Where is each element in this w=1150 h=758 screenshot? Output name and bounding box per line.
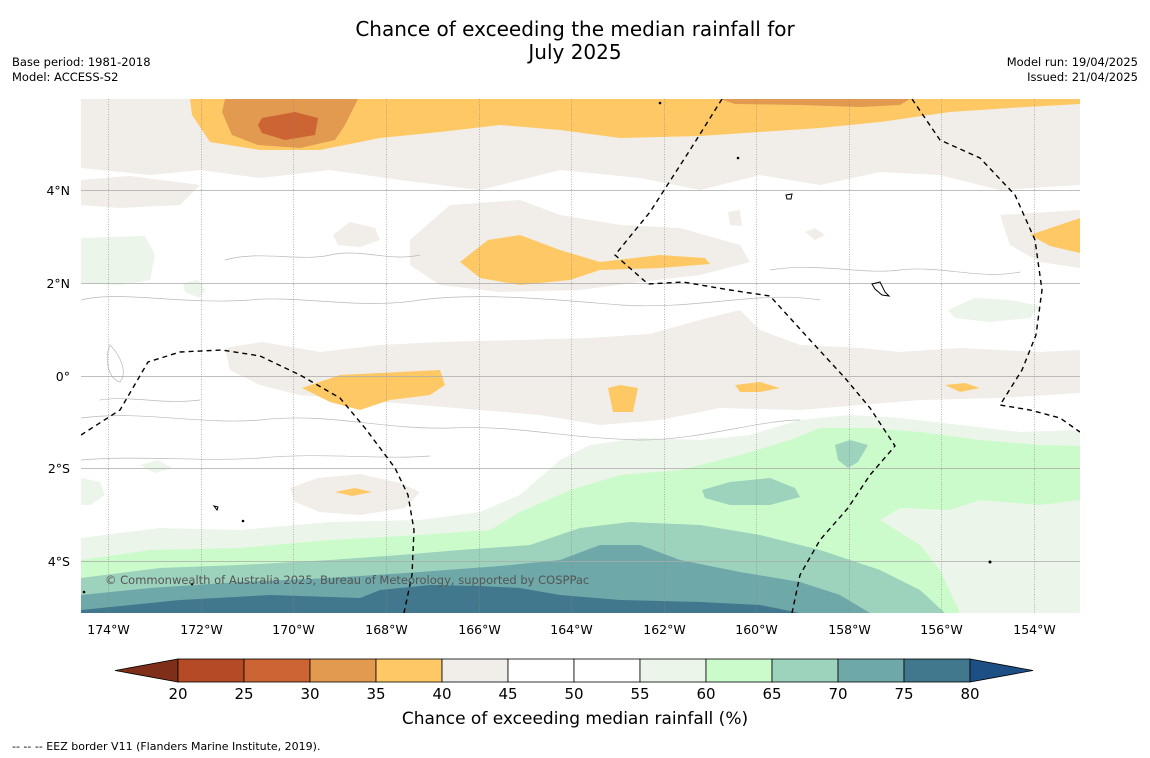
contour-lines — [81, 252, 1021, 461]
band-35-40 — [190, 99, 1080, 496]
parallel-lines — [81, 190, 1080, 562]
y-tick-label: 2°S — [48, 461, 70, 476]
colorbar-tick-label: 50 — [564, 685, 583, 703]
eez-borders — [81, 99, 1080, 613]
eez-legend-note: -- -- -- EEZ border V11 (Flanders Marine… — [12, 740, 321, 753]
x-tick-label: 166°W — [458, 622, 500, 637]
issued-label: Issued: 21/04/2025 — [1027, 70, 1138, 84]
colorbar-extend-high — [969, 658, 1034, 683]
band-25-30 — [258, 112, 318, 140]
colorbar-segment — [837, 658, 905, 683]
copyright-label: © Commonwealth of Australia 2025, Bureau… — [105, 573, 589, 587]
x-tick-label: 160°W — [735, 622, 777, 637]
colorbar-segment — [771, 658, 839, 683]
x-tick-label: 158°W — [828, 622, 870, 637]
colorbar-tick-label: 70 — [828, 685, 847, 703]
map-plot-area — [81, 99, 1080, 613]
map-title-line1: Chance of exceeding the median rainfall … — [355, 17, 795, 41]
colorbar-title: Chance of exceeding median rainfall (%) — [401, 709, 749, 729]
meridian-lines — [108, 99, 1035, 613]
y-axis-labels: 4°N 2°N 0° 2°S 4°S — [46, 183, 70, 569]
y-tick-label: 0° — [56, 369, 70, 384]
x-tick-label: 170°W — [272, 622, 314, 637]
colorbar-tick-label: 60 — [696, 685, 715, 703]
base-period-label: Base period: 1981-2018 — [12, 55, 151, 69]
colorbar-segment — [903, 658, 971, 683]
y-tick-label: 4°N — [46, 183, 70, 198]
colorbar-tick-label: 45 — [498, 685, 517, 703]
y-tick-label: 4°S — [48, 554, 70, 569]
colorbar-segment — [243, 658, 311, 683]
colorbar-segment — [705, 658, 773, 683]
colorbar-tick-label: 35 — [366, 685, 385, 703]
x-tick-label: 156°W — [920, 622, 962, 637]
colorbar-tick-label: 40 — [432, 685, 451, 703]
colorbar-extend-low — [114, 658, 179, 683]
colorbar: 20 25 30 35 40 45 50 55 60 65 70 75 80 — [114, 658, 1034, 703]
model-run-label: Model run: 19/04/2025 — [1006, 55, 1138, 69]
colorbar-tick-label: 25 — [234, 685, 253, 703]
colorbar-segment — [639, 658, 707, 683]
x-tick-label: 174°W — [87, 622, 129, 637]
x-tick-label: 168°W — [365, 622, 407, 637]
left-info: Base period: 1981-2018 Model: ACCESS-S2 — [12, 55, 151, 85]
map-title-line2: July 2025 — [528, 40, 622, 64]
islands — [82, 101, 992, 594]
colorbar-segment — [309, 658, 377, 683]
graticule — [81, 99, 1080, 613]
right-info: Model run: 19/04/2025 Issued: 21/04/2025 — [1007, 55, 1138, 85]
colorbar-tick-label: 75 — [894, 685, 913, 703]
colorbar-tick-label: 55 — [630, 685, 649, 703]
colorbar-tick-label: 65 — [762, 685, 781, 703]
colorbar-segment — [441, 658, 509, 683]
x-axis-labels: 174°W 172°W 170°W 168°W 166°W 164°W 162°… — [87, 622, 1055, 637]
colorbar-tick-label: 80 — [960, 685, 979, 703]
map-title: Chance of exceeding the median rainfall … — [0, 18, 1150, 64]
colorbar-tick-label: 30 — [300, 685, 319, 703]
colorbar-segment — [573, 658, 641, 683]
x-tick-label: 162°W — [643, 622, 685, 637]
x-tick-label: 164°W — [550, 622, 592, 637]
band-75-80 — [81, 585, 800, 613]
colorbar-segment — [177, 658, 245, 683]
colorbar-segment — [375, 658, 443, 683]
x-tick-label: 172°W — [180, 622, 222, 637]
x-tick-label: 154°W — [1013, 622, 1055, 637]
model-label: Model: ACCESS-S2 — [12, 70, 119, 84]
y-tick-label: 2°N — [46, 276, 70, 291]
colorbar-tick-label: 20 — [168, 685, 187, 703]
colorbar-segment — [507, 658, 575, 683]
